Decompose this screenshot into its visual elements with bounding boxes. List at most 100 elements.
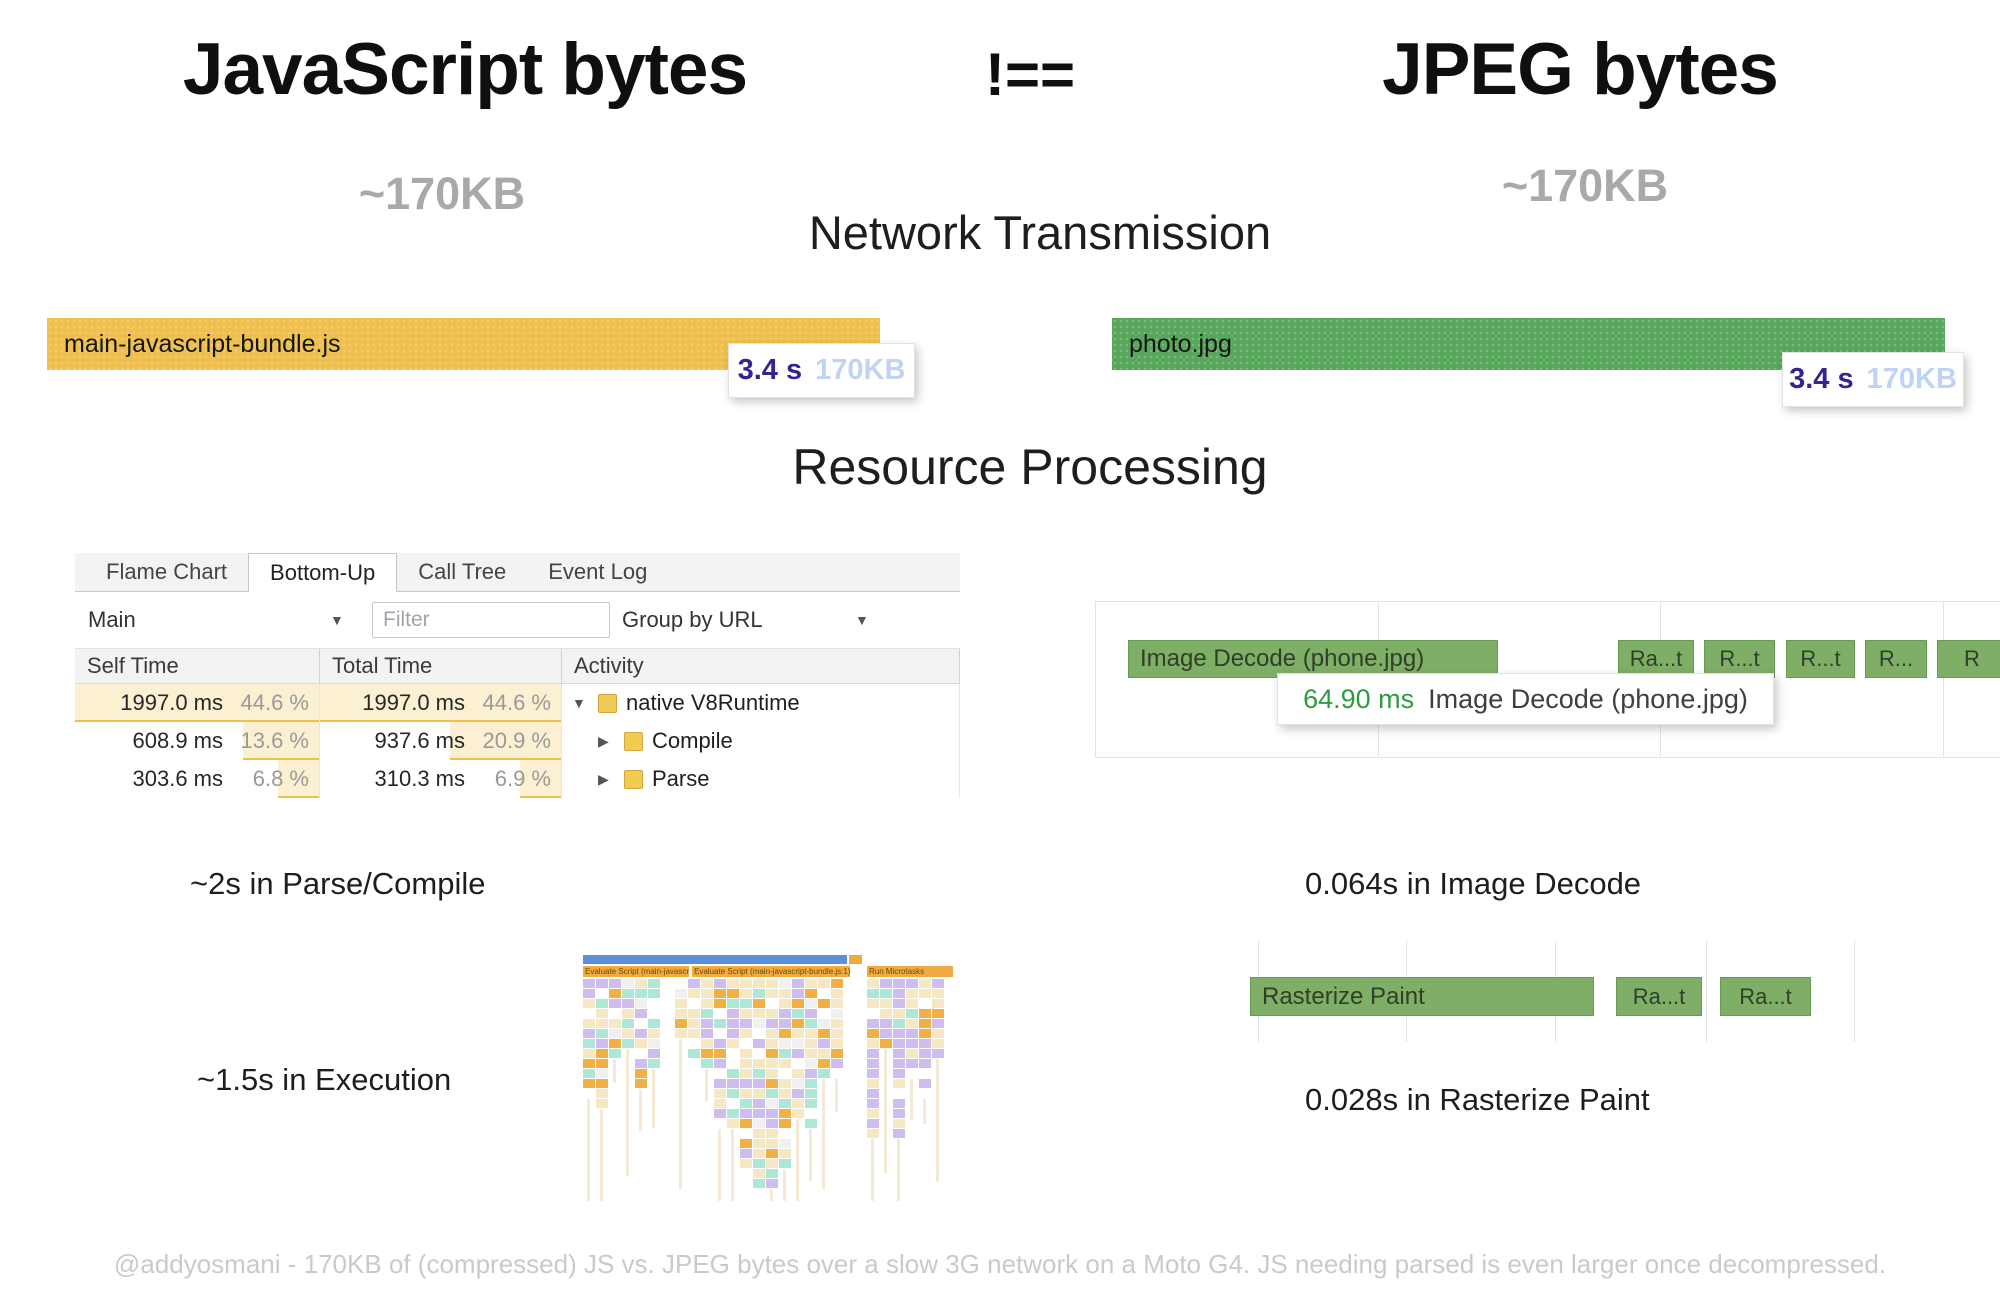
decode-track-bottom-gridline bbox=[1095, 757, 2000, 758]
flame-block bbox=[779, 1119, 791, 1128]
flame-block bbox=[867, 1079, 879, 1088]
flame-block bbox=[740, 1119, 752, 1128]
flame-block bbox=[596, 1019, 608, 1028]
flame-block bbox=[740, 1059, 752, 1068]
flame-block bbox=[910, 1079, 913, 1121]
flame-block bbox=[688, 1049, 700, 1058]
self-time-percent: 44.6 % bbox=[240, 690, 310, 715]
flame-block bbox=[753, 1149, 765, 1158]
decode-track-top-gridline bbox=[1095, 601, 2000, 602]
flame-block bbox=[740, 989, 752, 998]
flame-block bbox=[753, 1009, 765, 1018]
flame-block bbox=[818, 1069, 830, 1078]
flame-block bbox=[609, 1019, 621, 1028]
thread-select-caret-icon[interactable]: ▼ bbox=[330, 612, 344, 628]
column-self-time[interactable]: Self Time bbox=[75, 649, 320, 683]
tab-call-tree[interactable]: Call Tree bbox=[418, 559, 507, 584]
flame-block bbox=[831, 1019, 843, 1028]
flame-block bbox=[635, 1009, 647, 1018]
flame-block bbox=[740, 1089, 752, 1098]
flame-block bbox=[766, 1019, 778, 1028]
decode-gridline bbox=[1095, 601, 1096, 757]
total-time-value: 310.3 ms bbox=[374, 766, 466, 791]
column-total-time[interactable]: Total Time bbox=[320, 649, 562, 683]
flame-block bbox=[822, 1079, 825, 1190]
activity-label: Parse bbox=[652, 766, 710, 791]
flame-block bbox=[893, 1059, 905, 1068]
flame-block bbox=[766, 1059, 778, 1068]
flame-block bbox=[583, 1039, 595, 1048]
flame-block bbox=[831, 1009, 843, 1018]
flame-block bbox=[779, 979, 791, 988]
flame-block bbox=[635, 1079, 647, 1088]
flame-block bbox=[805, 1059, 817, 1068]
flame-block bbox=[867, 989, 879, 998]
flame-block bbox=[835, 1079, 838, 1112]
rasterize-paint-bar-label: Rasterize Paint bbox=[1262, 982, 1425, 1010]
flame-block bbox=[639, 1089, 642, 1131]
flame-block bbox=[792, 999, 804, 1008]
flame-block bbox=[906, 1009, 918, 1018]
flame-block bbox=[596, 1009, 608, 1018]
flame-block bbox=[893, 1029, 905, 1038]
flame-block bbox=[779, 1079, 791, 1088]
self-time-highlight-bar bbox=[75, 684, 319, 722]
tab-flame-chart[interactable]: Flame Chart bbox=[106, 559, 228, 584]
flame-block bbox=[609, 1049, 621, 1058]
flame-block bbox=[779, 999, 791, 1008]
flame-block bbox=[766, 1119, 778, 1128]
flame-block bbox=[714, 1019, 726, 1028]
flame-block bbox=[727, 1019, 739, 1028]
flame-block bbox=[893, 1109, 905, 1118]
flame-block bbox=[867, 1089, 879, 1098]
table-row[interactable]: 1997.0 ms 44.6 % 1997.0 ms 44.6 % ▼ native V8… bbox=[75, 684, 960, 722]
raster-small-bar: Ra...t bbox=[1616, 977, 1702, 1016]
expander-closed-icon[interactable]: ▶ bbox=[598, 732, 609, 749]
flame-block bbox=[779, 1009, 791, 1018]
flame-block bbox=[867, 999, 879, 1008]
expander-open-icon[interactable]: ▼ bbox=[572, 695, 586, 711]
flame-block bbox=[705, 1069, 708, 1102]
tab-event-log[interactable]: Event Log bbox=[548, 559, 648, 584]
flame-block bbox=[740, 979, 752, 988]
flame-block bbox=[635, 1029, 647, 1038]
flame-block bbox=[766, 1009, 778, 1018]
flame-block bbox=[648, 1019, 660, 1028]
expander-closed-icon[interactable]: ▶ bbox=[598, 770, 609, 787]
group-by-select[interactable]: Group by URL bbox=[622, 607, 763, 632]
flame-block bbox=[583, 1059, 595, 1068]
flame-block bbox=[596, 999, 608, 1008]
flame-block bbox=[753, 1179, 765, 1188]
flame-block bbox=[648, 1039, 660, 1048]
flame-block bbox=[766, 1029, 778, 1038]
flame-block bbox=[766, 1039, 778, 1048]
flame-block bbox=[831, 1039, 843, 1048]
flame-chart: Evaluate Script (main-javascript-bundle.… bbox=[583, 953, 955, 1205]
thread-select[interactable]: Main bbox=[88, 607, 136, 632]
table-row[interactable]: 303.6 ms 6.8 % 310.3 ms 6.9 % ▶ Parse bbox=[75, 760, 960, 798]
flame-block bbox=[893, 1009, 905, 1018]
filter-input[interactable] bbox=[372, 602, 610, 638]
flame-block bbox=[622, 1039, 634, 1048]
flame-block bbox=[897, 1139, 900, 1201]
flame-block bbox=[783, 1169, 786, 1201]
flame-block bbox=[626, 1049, 629, 1176]
flame-block bbox=[805, 1069, 817, 1078]
self-time-cell: 1997.0 ms 44.6 % bbox=[75, 684, 320, 722]
network-transmission-heading: Network Transmission bbox=[808, 206, 1272, 259]
group-by-caret-icon[interactable]: ▼ bbox=[855, 612, 869, 628]
total-time-cell: 937.6 ms 20.9 % bbox=[320, 722, 562, 760]
table-row[interactable]: 608.9 ms 13.6 % 937.6 ms 20.9 % ▶ Compile bbox=[75, 722, 960, 760]
flame-block bbox=[792, 1079, 804, 1088]
flame-block bbox=[766, 1139, 778, 1148]
flame-block bbox=[714, 989, 726, 998]
flame-block bbox=[635, 989, 647, 998]
column-activity[interactable]: Activity bbox=[562, 649, 960, 683]
flame-block bbox=[622, 1029, 634, 1038]
total-time-percent: 20.9 % bbox=[482, 728, 552, 753]
flame-block bbox=[805, 1079, 817, 1088]
flame-block bbox=[766, 1049, 778, 1058]
flame-block bbox=[714, 999, 726, 1008]
flame-block bbox=[688, 989, 700, 998]
tab-bottom-up[interactable]: Bottom-Up bbox=[248, 553, 398, 592]
